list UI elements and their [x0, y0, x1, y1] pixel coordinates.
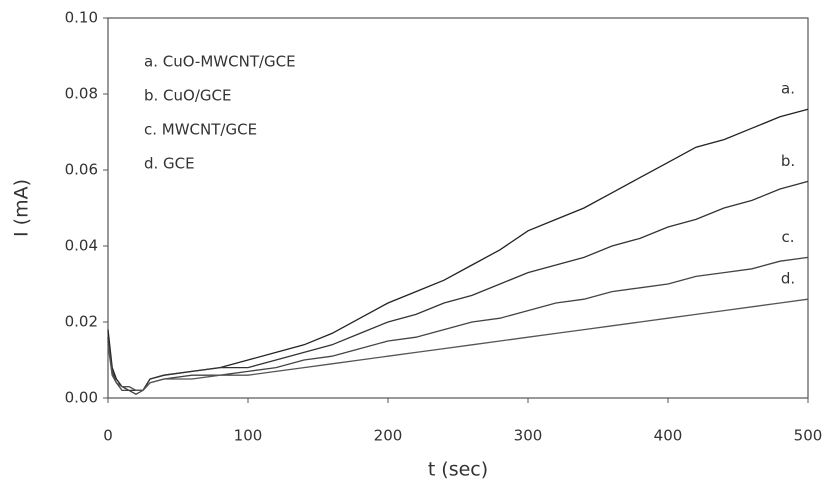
- legend-entry: d. GCE: [144, 155, 195, 173]
- y-tick-label: 0.02: [65, 313, 98, 331]
- series-line: [107, 256, 809, 395]
- x-tick-label: 0: [103, 427, 113, 445]
- y-axis-title: I (mA): [11, 179, 33, 237]
- y-tick-label: 0.10: [65, 9, 98, 27]
- y-tick-label: 0.00: [65, 389, 98, 407]
- y-tick-label: 0.08: [65, 85, 98, 103]
- x-axis-title: t (sec): [428, 459, 488, 481]
- x-tick-label: 300: [514, 427, 543, 445]
- legend-entry: b. CuO/GCE: [144, 87, 231, 105]
- plot-frame: [107, 17, 809, 399]
- series-line: [107, 298, 809, 392]
- series-end-label: c.: [781, 228, 794, 246]
- x-tick-label: 200: [374, 427, 403, 445]
- x-tick-label: 400: [654, 427, 683, 445]
- series-end-label: a.: [781, 80, 795, 98]
- series-line: [107, 108, 809, 392]
- x-tick-label: 100: [234, 427, 263, 445]
- y-tick-label: 0.04: [65, 237, 98, 255]
- legend-entry: c. MWCNT/GCE: [144, 121, 257, 139]
- series-end-label: b.: [781, 152, 795, 170]
- legend-entry: a. CuO-MWCNT/GCE: [144, 53, 296, 71]
- x-tick-label: 500: [794, 427, 823, 445]
- series-line: [107, 180, 809, 392]
- series-end-label: d.: [781, 270, 795, 288]
- y-tick-label: 0.06: [65, 161, 98, 179]
